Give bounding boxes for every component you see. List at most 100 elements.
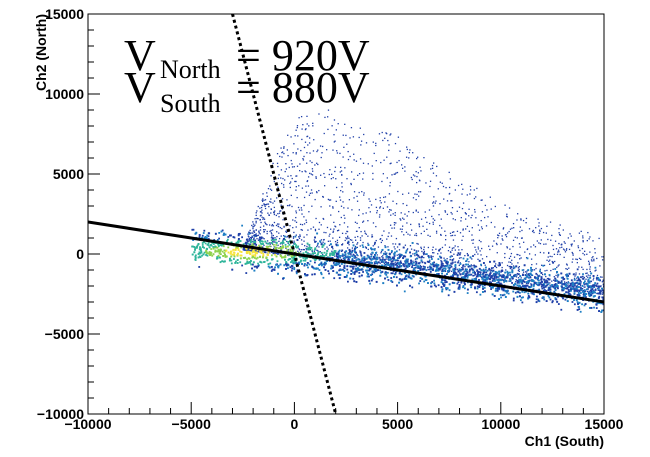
- density-point: [506, 213, 508, 215]
- density-point: [390, 162, 392, 164]
- density-point: [483, 280, 486, 283]
- density-point: [529, 273, 531, 275]
- density-point: [297, 135, 299, 137]
- density-point: [375, 160, 377, 162]
- density-point: [415, 232, 417, 235]
- density-point: [290, 181, 292, 183]
- density-point: [559, 281, 562, 284]
- density-point: [560, 280, 563, 283]
- density-point: [315, 254, 318, 257]
- density-point: [484, 266, 487, 269]
- density-point: [266, 192, 268, 194]
- density-point: [498, 279, 501, 281]
- density-point: [576, 279, 579, 282]
- density-point: [381, 131, 383, 134]
- density-point: [477, 270, 480, 273]
- density-point: [404, 265, 406, 268]
- density-point: [424, 266, 426, 269]
- density-point: [343, 207, 345, 209]
- density-point: [199, 248, 202, 251]
- density-point: [531, 279, 534, 282]
- density-point: [389, 258, 392, 260]
- density-point: [314, 261, 316, 264]
- density-point: [269, 230, 271, 233]
- density-point: [445, 260, 448, 263]
- density-point: [506, 264, 509, 267]
- density-point: [585, 272, 587, 275]
- density-point: [315, 240, 317, 243]
- density-point: [311, 161, 313, 164]
- density-point: [217, 254, 220, 257]
- density-point: [390, 235, 393, 237]
- density-point: [458, 288, 461, 290]
- density-point: [566, 277, 569, 280]
- density-point: [257, 234, 260, 236]
- density-point: [454, 261, 457, 263]
- density-point: [416, 193, 418, 196]
- density-point: [491, 280, 494, 282]
- density-point: [438, 268, 441, 271]
- density-point: [514, 291, 517, 294]
- density-point: [328, 257, 331, 259]
- density-point: [254, 250, 256, 252]
- density-point: [431, 281, 434, 283]
- density-point: [417, 270, 420, 272]
- density-point: [389, 209, 391, 211]
- density-point: [415, 234, 418, 237]
- density-point: [551, 280, 553, 282]
- density-point: [429, 259, 431, 261]
- density-point: [323, 172, 325, 175]
- density-point: [290, 269, 293, 272]
- density-point: [256, 256, 259, 259]
- density-point: [329, 233, 331, 235]
- density-point: [375, 262, 377, 265]
- density-point: [376, 261, 379, 264]
- density-point: [579, 279, 581, 282]
- density-point: [543, 284, 546, 287]
- density-point: [258, 231, 260, 233]
- density-point: [568, 267, 570, 269]
- density-point: [369, 256, 371, 258]
- density-point: [440, 233, 442, 236]
- density-point: [316, 191, 318, 194]
- density-point: [425, 269, 428, 272]
- density-point: [557, 265, 559, 267]
- density-point: [207, 238, 210, 241]
- density-point: [285, 168, 288, 170]
- density-point: [280, 241, 283, 244]
- density-point: [375, 142, 377, 145]
- density-point: [583, 295, 585, 297]
- density-point: [320, 261, 323, 264]
- density-point: [579, 249, 581, 252]
- density-point: [504, 278, 506, 280]
- density-point: [379, 214, 381, 216]
- density-point: [414, 193, 416, 195]
- density-point: [371, 248, 374, 251]
- density-point: [491, 286, 494, 289]
- density-point: [596, 302, 599, 305]
- density-point: [259, 239, 262, 241]
- density-point: [318, 228, 320, 230]
- density-point: [415, 251, 418, 254]
- density-point: [196, 244, 199, 247]
- density-point: [506, 270, 509, 273]
- density-point: [194, 257, 197, 259]
- density-point: [350, 171, 353, 173]
- density-point: [594, 291, 596, 294]
- density-point: [532, 269, 534, 271]
- density-point: [298, 248, 300, 250]
- density-point: [330, 228, 332, 230]
- density-point: [310, 253, 312, 255]
- density-point: [344, 251, 346, 254]
- density-point: [480, 254, 482, 256]
- density-point: [194, 254, 197, 257]
- density-point: [589, 266, 591, 268]
- density-point: [465, 268, 468, 271]
- density-point: [259, 250, 261, 253]
- density-point: [249, 244, 251, 246]
- density-point: [316, 249, 318, 251]
- density-point: [596, 274, 599, 277]
- density-point: [404, 166, 406, 168]
- density-point: [540, 276, 543, 279]
- density-point: [284, 243, 287, 246]
